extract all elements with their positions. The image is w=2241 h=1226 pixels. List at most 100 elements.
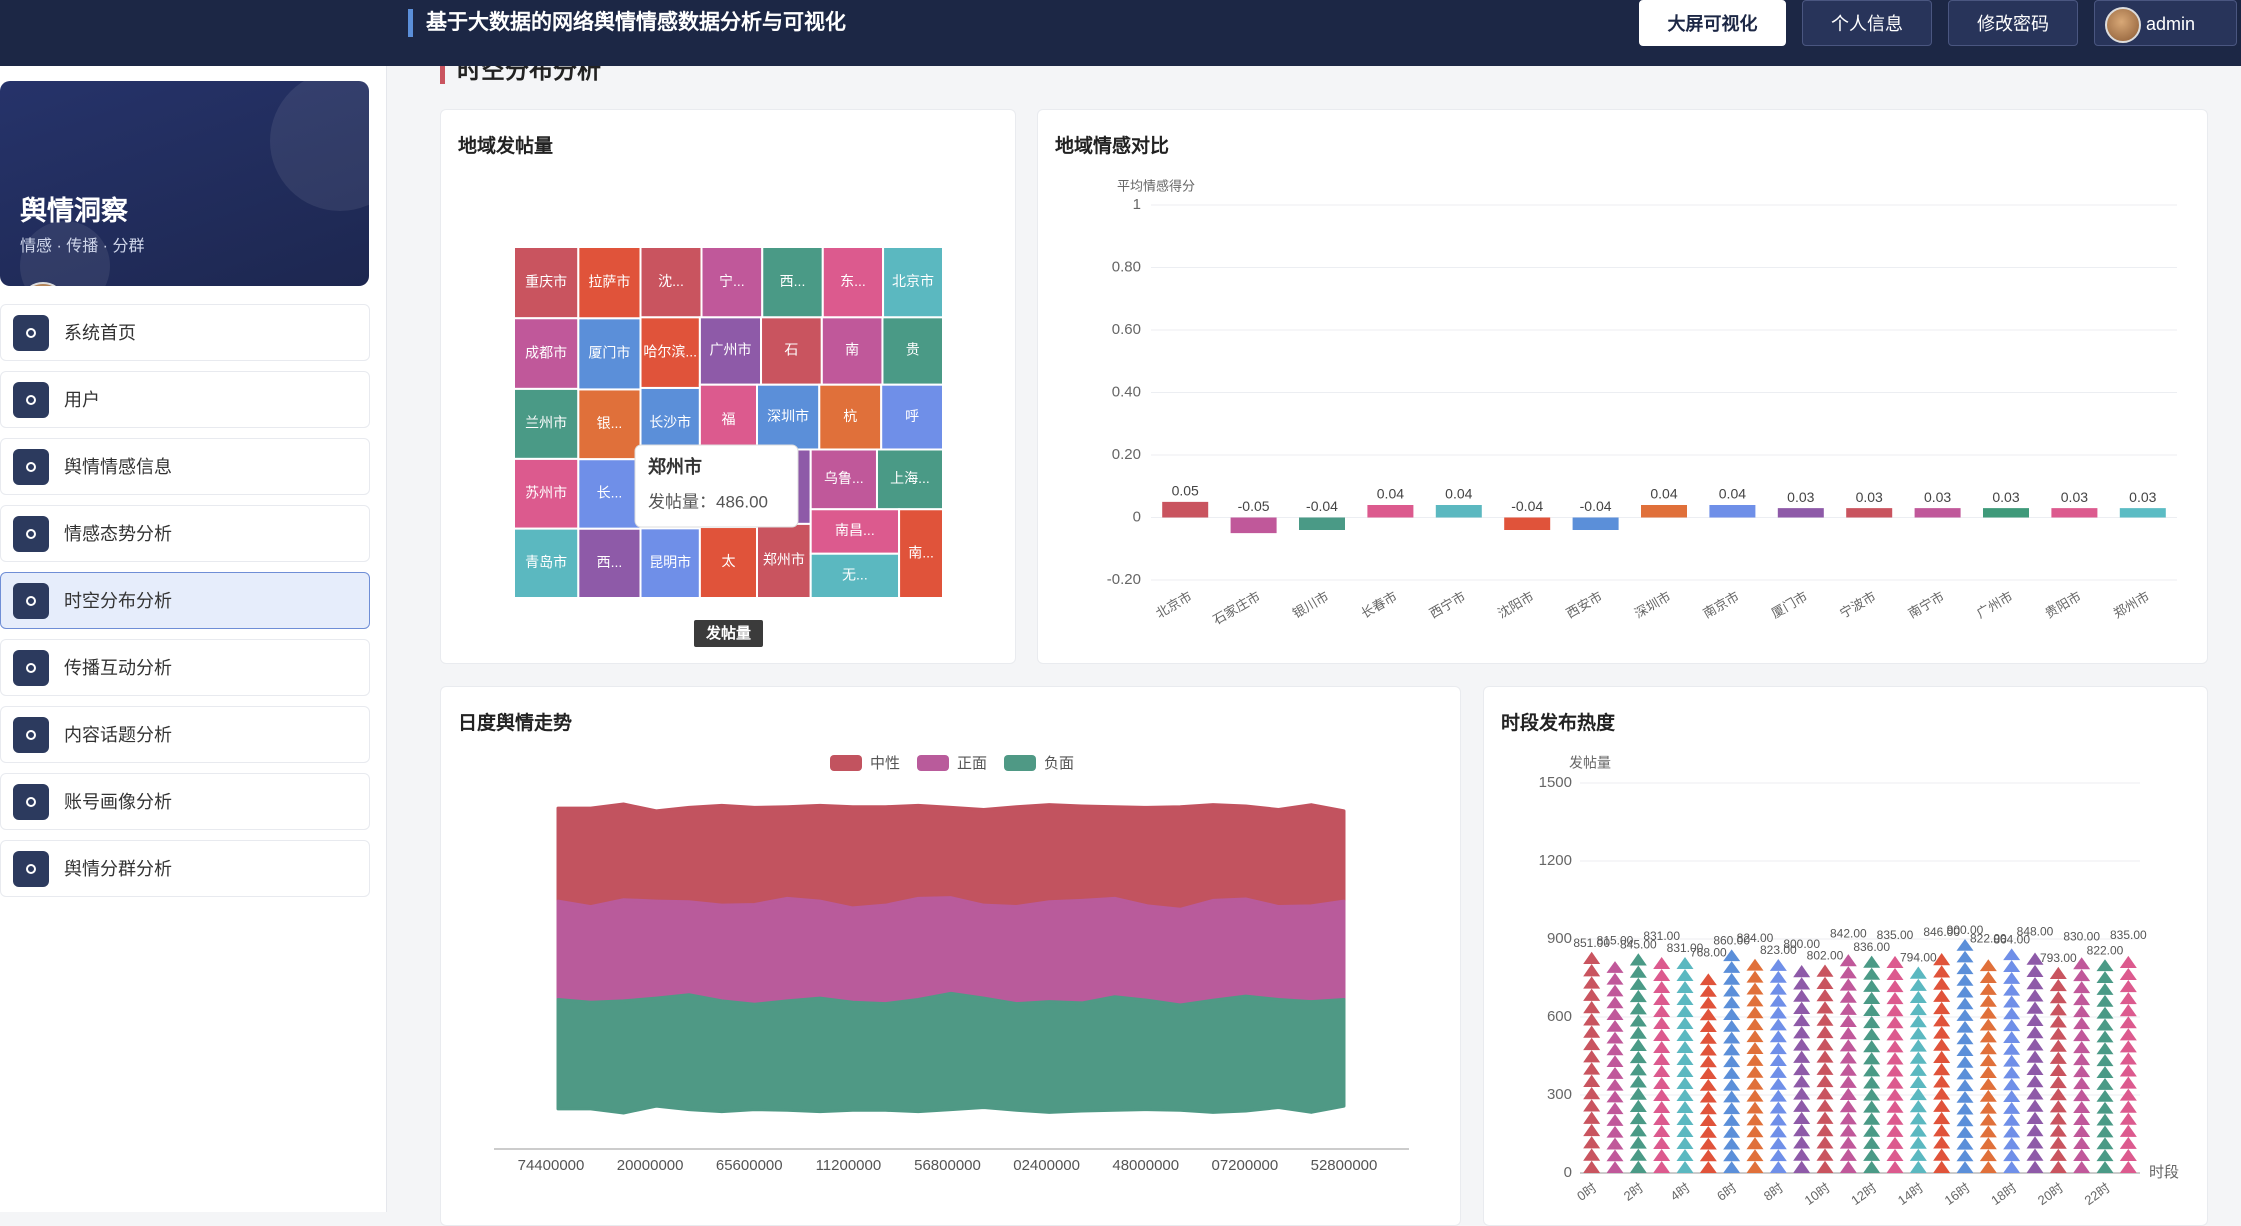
menu-item[interactable]: 舆情分群分析 <box>0 840 370 897</box>
bar <box>2119 508 2166 518</box>
x-tick-label: 20时 <box>2035 1180 2066 1208</box>
password-button[interactable]: 修改密码 <box>1948 0 2078 46</box>
tooltip-title: 郑州市 <box>648 456 702 477</box>
menu-label: 情感态势分析 <box>64 524 172 544</box>
value-label: 835.00 <box>1877 928 1914 942</box>
value-label: 822.00 <box>1970 931 2007 945</box>
bar <box>2049 966 2067 1173</box>
legend-label: 正面 <box>957 755 987 772</box>
x-tick-label: 深圳市 <box>1632 589 1673 621</box>
bar <box>1583 951 1601 1173</box>
x-tick-label: 2时 <box>1621 1180 1646 1204</box>
app-title: 基于大数据的网络舆情情感数据分析与可视化 <box>426 11 846 34</box>
treemap-cell <box>880 383 945 451</box>
x-tick-label: 14时 <box>1895 1180 1926 1208</box>
cell-label: 北京市 <box>892 273 934 289</box>
bar <box>1699 973 1717 1173</box>
menu-item[interactable]: 内容话题分析 <box>0 706 370 763</box>
chart-title: 时段发布热度 <box>1501 711 1616 734</box>
bar <box>1886 955 1904 1173</box>
bar <box>1653 956 1671 1173</box>
breadcrumb <box>694 620 763 647</box>
value-label: 836.00 <box>1853 940 1890 954</box>
treemap-cell <box>700 246 764 319</box>
menu-label: 舆情分群分析 <box>64 859 172 879</box>
treemap-cell <box>513 527 580 599</box>
x-tick-label: 10时 <box>1802 1180 1833 1208</box>
value-label: 0.03 <box>1924 489 1951 505</box>
value-label: 800.00 <box>1783 937 1820 951</box>
menu-label: 时空分布分析 <box>64 591 172 611</box>
menu-item[interactable]: 舆情情感信息 <box>0 438 370 495</box>
user-menu[interactable]: admin <box>2094 0 2237 46</box>
chart-title: 地域发帖量 <box>458 134 553 157</box>
menu-icon <box>13 717 49 753</box>
y-tick-label: 0.20 <box>1112 446 1141 463</box>
bar <box>1933 953 1951 1173</box>
value-label: 842.00 <box>1830 926 1867 940</box>
bar <box>1956 939 1974 1173</box>
bar <box>2051 508 2098 518</box>
value-label: 831.00 <box>1667 941 1704 955</box>
cell-label: 西... <box>780 273 806 289</box>
cell-label: 哈尔滨... <box>643 343 697 359</box>
treemap-cell <box>761 246 824 319</box>
title-accent <box>408 9 413 37</box>
menu-item[interactable]: 情感态势分析 <box>0 505 370 562</box>
profile-button[interactable]: 个人信息 <box>1802 0 1932 46</box>
x-tick-label: 郑州市 <box>2111 589 2152 621</box>
menu-item[interactable]: 传播互动分析 <box>0 639 370 696</box>
treemap-cell <box>577 317 642 391</box>
bar <box>1572 517 1619 530</box>
menu-item[interactable]: 时空分布分析 <box>0 572 370 629</box>
legend-swatch <box>1004 755 1036 771</box>
panel: 地域情感对比 平均情感得分 -0.20 0 0.20 0.40 0.60 0.80 1 0.05 北… <box>1037 109 2208 664</box>
chart-title: 地域情感对比 <box>1055 134 1169 157</box>
menu-item[interactable]: 账号画像分析 <box>0 773 370 830</box>
screen-button[interactable]: 大屏可视化 <box>1639 0 1786 46</box>
value-label: 824.00 <box>1737 931 1774 945</box>
menu-label: 用户 <box>64 390 100 410</box>
breadcrumb-label: 发帖量 <box>705 624 751 642</box>
panel: 日度舆情走势 中性 正面 负面 74400000 20000000 65600000 1120… <box>440 686 1461 1226</box>
bar <box>2073 957 2091 1173</box>
bar <box>1846 508 1893 518</box>
cell-label: 广州市 <box>709 342 751 358</box>
cell-label: 石 <box>784 342 798 358</box>
x-tick-label: 广州市 <box>1974 589 2015 621</box>
menu-item[interactable]: 用户 <box>0 371 370 428</box>
bar <box>1983 508 2029 518</box>
y-axis-label: 发帖量 <box>1569 755 1611 771</box>
value-label: 0.04 <box>1445 486 1472 502</box>
treemap-cell <box>875 448 944 511</box>
value-label: 0.05 <box>1172 483 1199 499</box>
header: 基于大数据的网络舆情情感数据分析与可视化 大屏可视化 个人信息 修改密码 adm… <box>0 0 2241 66</box>
value-label: -0.04 <box>1306 498 1338 514</box>
treemap-cell <box>898 508 944 599</box>
y-tick-label: 0.40 <box>1112 383 1141 400</box>
bar <box>1230 517 1277 534</box>
x-tick-label: 18时 <box>1988 1180 2019 1208</box>
treemap-cell <box>755 522 812 599</box>
treemap-cell <box>698 383 758 457</box>
menu-icon <box>13 315 49 351</box>
cell-label: 西... <box>597 554 623 570</box>
value-label: 0.03 <box>1856 489 1883 505</box>
bar <box>2096 959 2114 1173</box>
y-tick-label: 0 <box>1133 508 1141 525</box>
y-tick-label: 300 <box>1547 1086 1572 1103</box>
x-tick-label: 北京市 <box>1153 589 1194 621</box>
treemap-cell <box>639 527 701 600</box>
menu-item[interactable]: 系统首页 <box>0 304 370 361</box>
x-tick-label: 银川市 <box>1290 589 1331 621</box>
x-tick-label: 07200000 <box>1212 1157 1279 1174</box>
menu-icon <box>13 382 49 418</box>
bar <box>1909 966 1927 1173</box>
chart-title: 日度舆情走势 <box>458 711 572 734</box>
x-tick-label: 西安市 <box>1564 589 1605 621</box>
cell-label: 上海... <box>890 470 930 486</box>
